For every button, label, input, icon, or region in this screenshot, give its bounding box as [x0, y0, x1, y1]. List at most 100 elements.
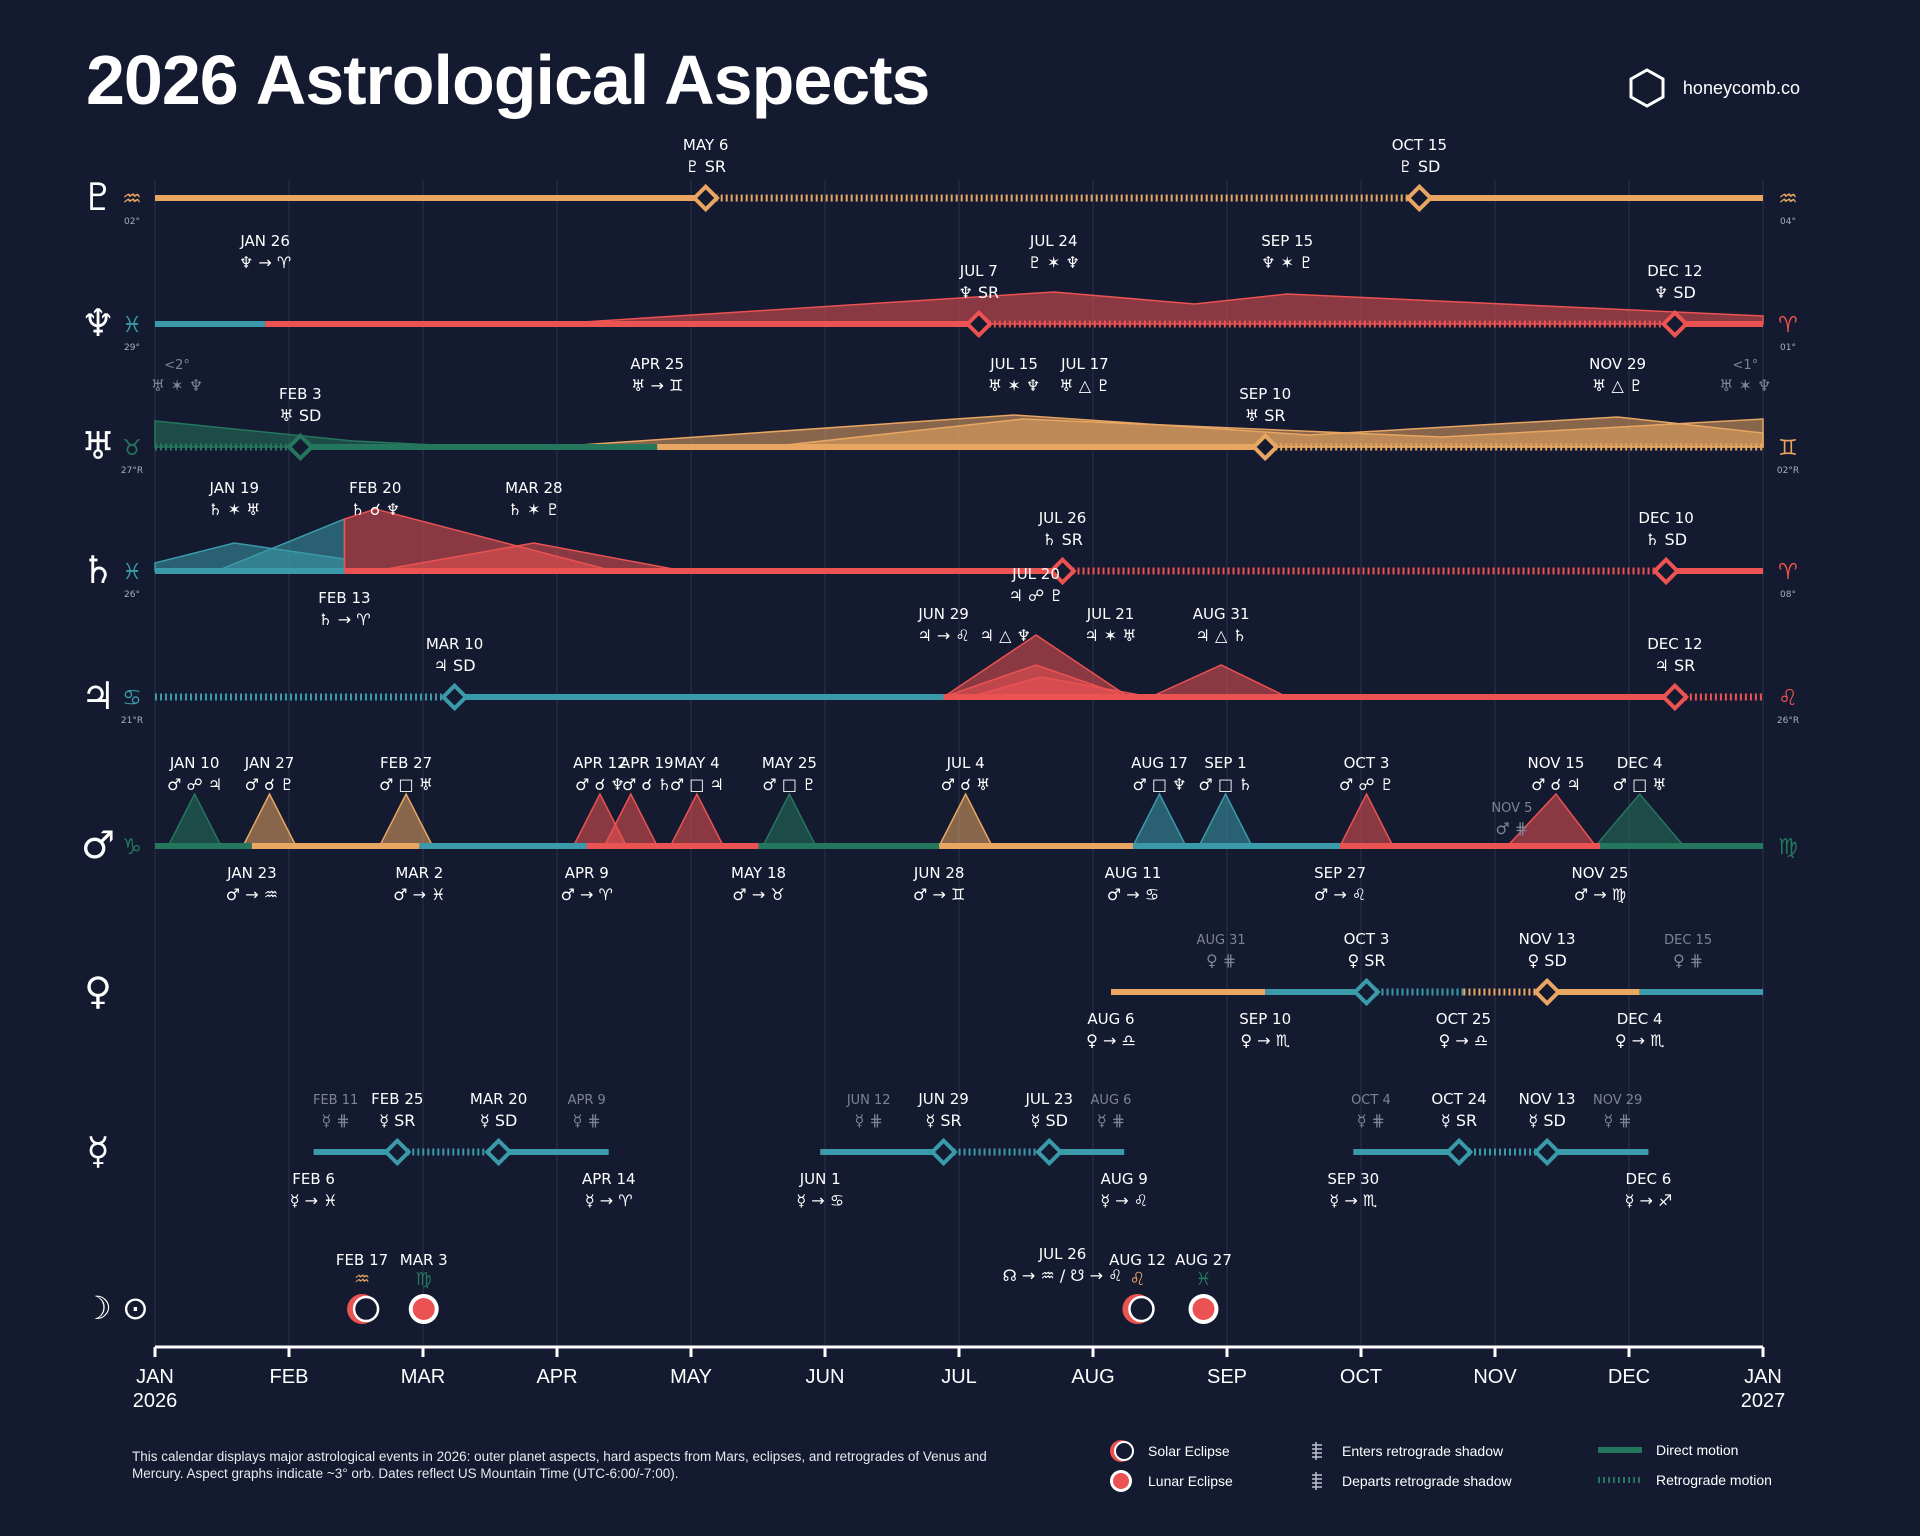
- station-label: ☿ SD: [480, 1111, 517, 1130]
- event-date: APR 25: [630, 355, 684, 373]
- station-label: ♄ SR: [1042, 530, 1083, 549]
- event-date: <1°: [1733, 358, 1759, 373]
- event-label: ♂ ☌ ♄: [622, 775, 672, 794]
- event-label: ♂ □ ♆: [1132, 775, 1186, 794]
- station-label: ♅ SD: [279, 406, 321, 425]
- axis-tick-label: NOV: [1473, 1366, 1517, 1388]
- station-date: FEB 25: [371, 1090, 423, 1108]
- station-date: JUL 7: [959, 262, 998, 280]
- event-label: ♅ ✶ ♆: [988, 376, 1040, 395]
- eclipse-sign-icon: ♓: [1195, 1269, 1211, 1290]
- axis-tick-label: SEP: [1207, 1366, 1247, 1388]
- event-date: MAY 4: [674, 754, 720, 772]
- eclipse-date: MAR 3: [400, 1251, 448, 1269]
- event-label: ♀ → ♎: [1086, 1031, 1136, 1050]
- station-marker: [286, 432, 315, 462]
- event-label: ♆ ✶ ♇: [1261, 253, 1313, 272]
- end-degree: 08°: [1780, 590, 1796, 600]
- event-date: OCT 3: [1344, 754, 1390, 772]
- station-marker: [1532, 1137, 1562, 1167]
- event-date: JUL 15: [989, 355, 1038, 373]
- axis-tick-label: AUG: [1071, 1366, 1114, 1388]
- retrograde-motion-icon: [1598, 1477, 1642, 1483]
- station-marker: [1651, 556, 1681, 586]
- event-date: JAN 19: [209, 479, 260, 497]
- eclipse-date: FEB 17: [336, 1251, 388, 1269]
- event-date: AUG 6: [1091, 1093, 1132, 1108]
- event-date: <2°: [164, 358, 190, 373]
- aspect-peak: [1338, 792, 1395, 847]
- event-date: JUL 24: [1029, 232, 1078, 250]
- event-date: DEC 4: [1617, 1010, 1663, 1028]
- legend-retro: Retrograde motion: [1598, 1470, 1772, 1490]
- event-date: SEP 15: [1261, 232, 1313, 250]
- station-label: ☿ SD: [1031, 1111, 1068, 1130]
- event-date: JUN 28: [913, 864, 964, 882]
- event-date: JAN 23: [226, 864, 277, 882]
- event-date: MAY 18: [731, 864, 786, 882]
- event-date: APR 14: [582, 1170, 636, 1188]
- axis-tick-label: DEC: [1608, 1366, 1650, 1388]
- event-label: ♂ → ♒: [226, 885, 278, 904]
- station-label: ♀ SR: [1347, 951, 1385, 970]
- event-date: SEP 30: [1327, 1170, 1379, 1188]
- eclipse-sign-icon: ♍: [416, 1269, 432, 1290]
- station-label: ♄ SD: [1645, 530, 1687, 549]
- event-label: ☿ → ♌: [1100, 1191, 1148, 1210]
- row-mercury: ☿ FEB 25 ☿ SR MAR 20 ☿ SD JUN 29 ☿ SR JUL 23 ☿ S…: [86, 1090, 1672, 1210]
- event-label: ♆ → ♈: [239, 253, 291, 272]
- event-date: JAN 10: [169, 754, 220, 772]
- eclipses-glyph-icon: ☽ ⊙: [83, 1289, 149, 1327]
- brand[interactable]: honeycomb.co: [1625, 66, 1800, 110]
- lunar-eclipse-shadow: [412, 1298, 435, 1320]
- event-date: FEB 27: [380, 754, 432, 772]
- lunar-eclipse-shadow: [1192, 1298, 1215, 1320]
- event-date: MAR 28: [505, 479, 562, 497]
- row-jupiter: ♃ ♋ 21°R ♌ 26°R MAR 10 ♃ SD DEC 12 ♃ SR JUN 29 ♃ →…: [81, 565, 1799, 726]
- end-degree: 01°: [1780, 343, 1796, 353]
- eclipse-sign-icon: ♒: [354, 1269, 370, 1290]
- station-marker: [1352, 977, 1381, 1007]
- saturn-glyph-icon: ♄: [81, 548, 115, 592]
- station-marker: [383, 1137, 412, 1167]
- start-degree: 02°: [124, 217, 140, 227]
- axis-tick-label: FEB: [270, 1366, 309, 1388]
- event-label: ♂ ☍ ♇: [1339, 775, 1394, 794]
- start-sign-icon: ♓: [122, 313, 142, 338]
- start-sign-icon: ♋: [122, 686, 142, 711]
- station-label: ♇ SR: [685, 157, 726, 176]
- event-date: SEP 1: [1204, 754, 1246, 772]
- station-date: OCT 3: [1344, 930, 1390, 948]
- event-label: ♅ ✶ ♆: [1719, 376, 1771, 395]
- footnote: This calendar displays major astrologica…: [132, 1449, 987, 1481]
- event-label: ♀ → ♏: [1240, 1031, 1290, 1050]
- event-label: ☊ → ♒ / ☋ → ♌: [1003, 1266, 1123, 1285]
- station-date: JUL 26: [1038, 509, 1087, 527]
- station-label: ☿ SD: [1528, 1111, 1565, 1130]
- event-date: NOV 25: [1572, 864, 1629, 882]
- row-venus: ♀ OCT 3 ♀ SR NOV 13 ♀ SD AUG 31 ♀ ⋕ DEC 15 ♀ ⋕ AU…: [84, 930, 1763, 1050]
- direct-motion-icon: [1598, 1447, 1642, 1453]
- event-label: ♂ ☌ ♃: [1531, 775, 1581, 794]
- uranus-glyph-icon: ♅: [81, 424, 115, 468]
- start-sign-icon: ♑: [122, 835, 142, 860]
- station-label: ♀ SD: [1527, 951, 1566, 970]
- event-label: ♂ → ♓: [393, 885, 445, 904]
- event-label: ♂ → ♍: [1574, 885, 1626, 904]
- event-date: APR 9: [568, 1093, 606, 1108]
- station-date: MAR 10: [426, 635, 483, 653]
- event-label: ♄ ✶ ♅: [208, 500, 260, 519]
- station-label: ☿ SR: [925, 1111, 961, 1130]
- legend-direct-label: Direct motion: [1656, 1442, 1739, 1458]
- event-label: ☿ ⋕: [1097, 1111, 1125, 1130]
- event-label: ♃ △ ♆: [980, 626, 1031, 645]
- station-marker: [929, 1137, 958, 1167]
- row-mars: ♂ ♑ ♍ JAN 10 ♂ ☍ ♃ JAN 27 ♂ ☌ ♇ FEB 27 ♂ □ ♅ APR …: [81, 754, 1798, 904]
- event-date: AUG 31: [1197, 933, 1246, 948]
- legend-enters: Enters retrograde shadow: [1308, 1440, 1503, 1462]
- axis-tick-year: 2027: [1741, 1390, 1786, 1412]
- axis-tick-year: 2026: [133, 1390, 178, 1412]
- event-label: ♅ △ ♇: [1592, 376, 1643, 395]
- axis-tick-label: APR: [536, 1366, 577, 1388]
